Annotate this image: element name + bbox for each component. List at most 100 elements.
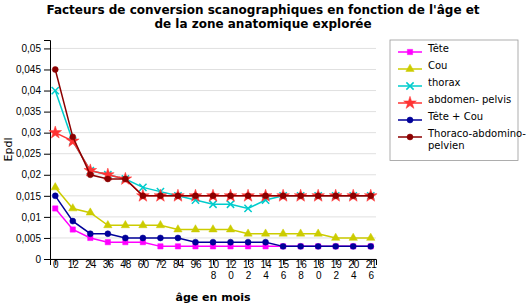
point — [280, 243, 286, 249]
tick: 192 — [331, 259, 343, 281]
legend-symbol — [407, 134, 413, 140]
tick-mark — [44, 154, 50, 155]
point — [140, 193, 146, 199]
legend: TêteCouthoraxabdomen- pelvisTête + CouTh… — [390, 40, 526, 161]
tick: 0,015 — [16, 191, 50, 202]
point — [104, 221, 112, 228]
text-line: 4 — [351, 270, 357, 281]
legend-label: Thoraco-abdomino-pelvien — [427, 128, 526, 151]
x-axis: 0122436486072849610812013214415616818019… — [51, 259, 378, 281]
point — [140, 235, 146, 241]
point — [175, 235, 181, 241]
point — [156, 221, 164, 228]
tick: 72 — [155, 259, 167, 270]
point — [66, 134, 79, 146]
point — [332, 233, 340, 240]
point — [245, 239, 251, 245]
tick: 0,025 — [16, 148, 50, 159]
tick-label: 144 — [261, 259, 273, 281]
point — [245, 193, 251, 199]
y-axis: 00,0050,010,0150,020,0250,030,0350,040,0… — [16, 41, 51, 265]
series — [52, 66, 373, 198]
point — [52, 87, 59, 94]
line — [55, 69, 370, 195]
legend-symbol — [406, 64, 414, 71]
point — [298, 244, 303, 249]
point — [368, 193, 374, 199]
grid-line — [50, 48, 376, 49]
point — [175, 244, 180, 249]
tick-mark — [44, 175, 50, 176]
tick-label: 0,01 — [22, 212, 42, 223]
title: Facteurs de conversion scanographiques e… — [46, 3, 479, 31]
grid — [50, 48, 376, 259]
text-line: Tête + Cou — [427, 111, 483, 122]
point — [192, 239, 198, 245]
tick-label: 84 — [173, 259, 185, 270]
line — [55, 133, 370, 196]
grid-line — [50, 90, 376, 91]
tick: 12 — [68, 259, 80, 270]
text-line: pelvien — [428, 140, 464, 151]
point — [333, 193, 339, 199]
tick-label: 12 — [68, 259, 80, 270]
text-line: 14 — [261, 259, 273, 270]
grid-line — [50, 153, 376, 154]
grid-line — [50, 237, 376, 238]
legend-entry: thorax — [398, 77, 461, 90]
point — [263, 193, 269, 199]
tick-mark — [44, 238, 50, 239]
legend-entry: Thoraco-abdomino-pelvien — [398, 128, 526, 151]
point — [315, 193, 321, 199]
tick-label: 60 — [138, 259, 150, 270]
chart: Facteurs de conversion scanographiques e… — [0, 0, 526, 307]
tick: 204 — [348, 259, 360, 281]
text-line: 0 — [53, 259, 59, 270]
tick-label: 24 — [85, 259, 97, 270]
point — [122, 235, 128, 241]
text-line: 2 — [333, 270, 339, 281]
text-line: 6 — [281, 270, 287, 281]
point — [228, 239, 234, 245]
tick: 120 — [225, 259, 237, 281]
tick: 60 — [138, 259, 150, 270]
text-line: 0 — [316, 270, 322, 281]
point — [70, 134, 76, 140]
plot: 00,0050,010,0150,020,0250,030,0350,040,0… — [16, 41, 377, 282]
text-line: 96 — [190, 259, 202, 270]
legend-symbol — [407, 117, 413, 123]
tick: 48 — [120, 259, 132, 270]
point — [209, 201, 216, 208]
text-line: 6 — [368, 270, 374, 281]
point — [191, 225, 199, 232]
point — [316, 244, 321, 249]
tick-label: 0,04 — [22, 85, 42, 96]
text-line: 72 — [155, 259, 167, 270]
point — [49, 126, 62, 138]
text-line: 15 — [278, 259, 290, 270]
text-line: Cou — [428, 60, 447, 71]
tick-label: 48 — [120, 259, 132, 270]
line — [55, 91, 370, 209]
point — [263, 239, 269, 245]
x-axis-title: âge en mois — [175, 291, 250, 304]
point — [192, 193, 198, 199]
y-axis-title: Epdl — [2, 138, 15, 162]
series — [52, 193, 373, 250]
point — [69, 204, 77, 211]
tick-mark — [44, 112, 50, 113]
line — [55, 187, 370, 238]
marks — [49, 66, 377, 249]
tick-label: 156 — [278, 259, 290, 281]
text-line: 12 — [225, 259, 237, 270]
legend-label: Tête — [427, 43, 449, 54]
point — [209, 225, 217, 232]
grid-line — [50, 174, 376, 175]
grid-line — [50, 111, 376, 112]
tick-mark — [44, 196, 50, 197]
text-line: 13 — [243, 259, 255, 270]
text-line: de la zone anatomique explorée — [154, 17, 371, 31]
tick-mark — [44, 48, 50, 49]
tick-label: 0,015 — [16, 191, 41, 202]
tick-label: 0,005 — [16, 233, 41, 244]
